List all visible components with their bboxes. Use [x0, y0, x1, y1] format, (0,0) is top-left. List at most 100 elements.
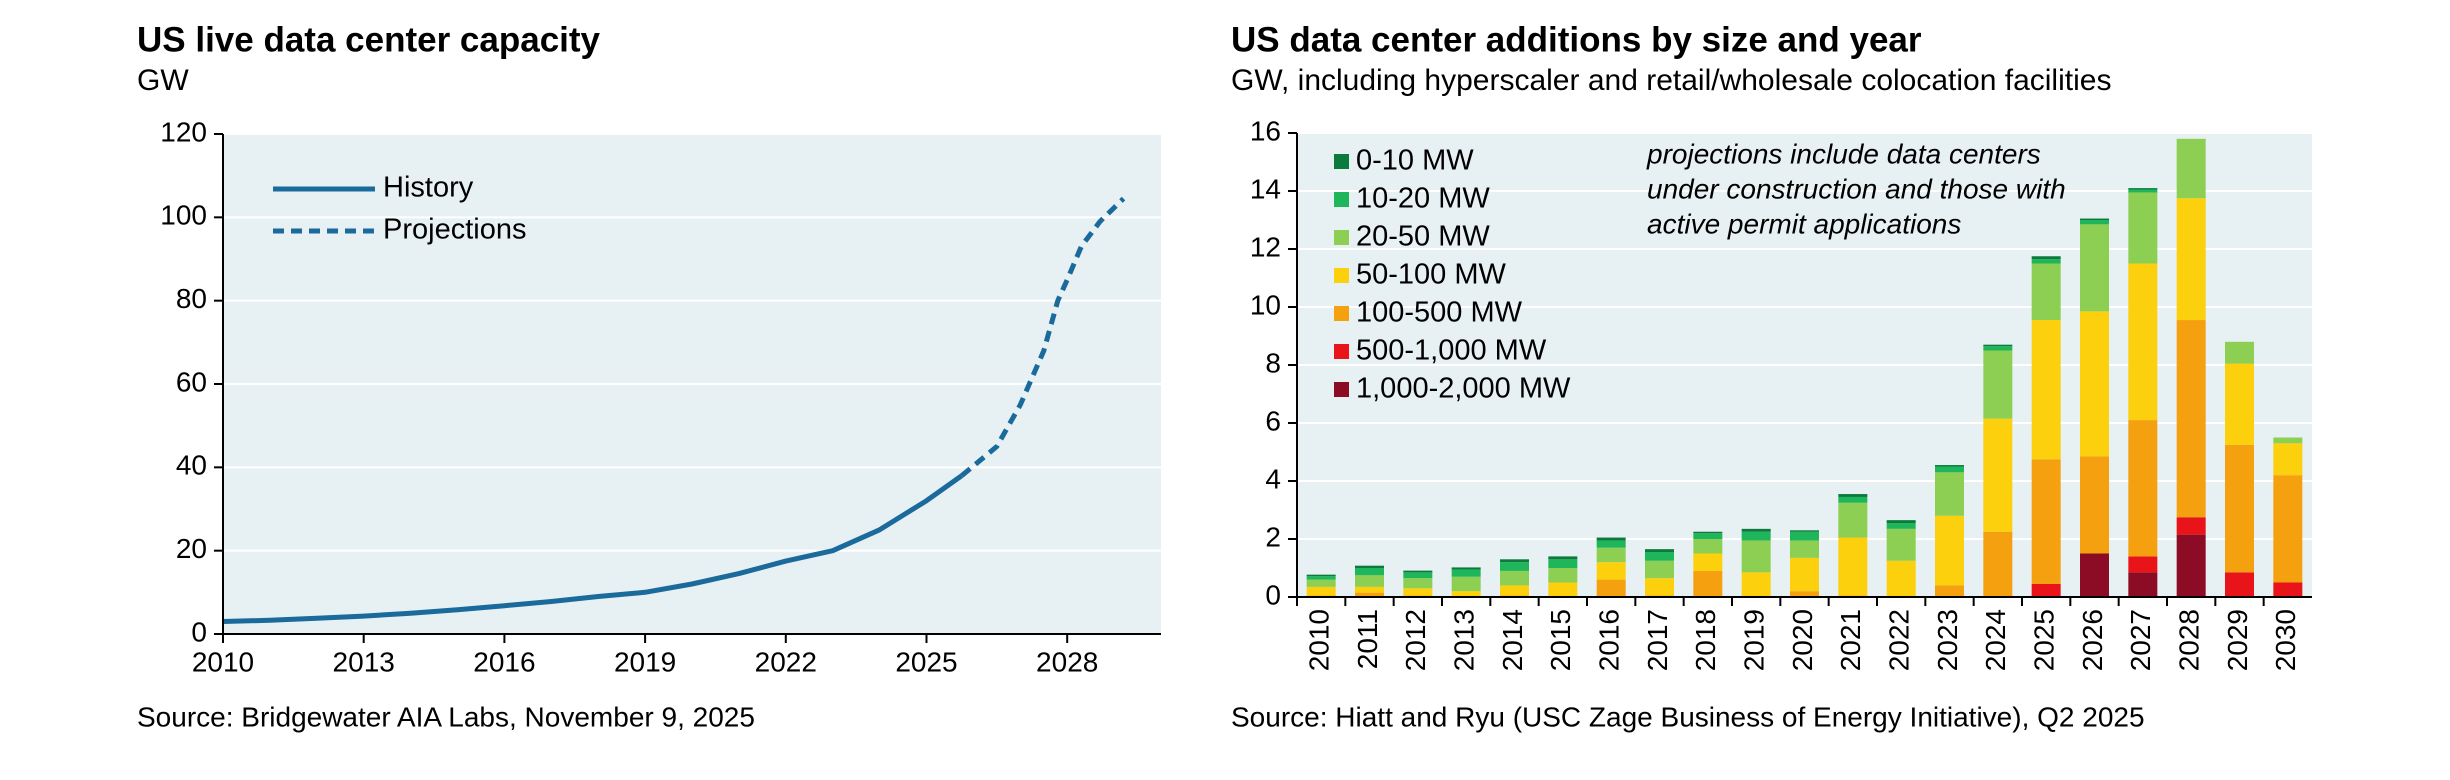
bar-segment	[1500, 559, 1529, 563]
bar-segment	[2031, 263, 2061, 321]
legend-swatch	[1334, 382, 1349, 397]
x-tick-label: 2012	[1400, 609, 1431, 671]
bar-segment	[1596, 579, 1626, 597]
x-tick-label: 2016	[473, 646, 535, 677]
bar-segment	[2273, 475, 2303, 583]
bar-segment	[2031, 459, 2061, 584]
bar-segment	[1886, 560, 1916, 597]
bar-segment	[1693, 553, 1723, 571]
bar-segment	[1983, 531, 2013, 597]
annotation: under construction and those with	[1647, 173, 2066, 204]
bar-segment	[2273, 443, 2303, 476]
bar-segment	[1306, 576, 1336, 580]
bar-segment	[1886, 520, 1916, 524]
x-tick-label: 2014	[1497, 609, 1528, 671]
line-series	[222, 473, 964, 624]
bar-segment	[2176, 138, 2206, 199]
bar-segment	[2225, 341, 2254, 364]
y-tick-label: 40	[176, 450, 207, 481]
legend-swatch	[1334, 230, 1349, 245]
x-tick-label: 2025	[2029, 609, 2060, 671]
x-tick-label: 2010	[1304, 609, 1335, 671]
x-tick-label: 2020	[1787, 609, 1818, 671]
bar-segment	[1693, 533, 1723, 539]
bar-segment	[1403, 570, 1433, 573]
chart-title: US live data center capacity	[137, 20, 601, 59]
bar-segment	[1500, 570, 1529, 586]
bar-segment	[2031, 320, 2061, 460]
x-tick-label: 2011	[1352, 609, 1383, 669]
x-tick-label: 2028	[2174, 609, 2205, 671]
bar-segment	[2080, 311, 2109, 457]
bar-segment	[1500, 562, 1529, 571]
bar-segment	[1935, 465, 1964, 467]
bar-segment	[2273, 582, 2303, 597]
legend-label: 1,000-2,000 MW	[1356, 373, 1571, 405]
bar-segment	[1693, 531, 1723, 534]
legend-label: 100-500 MW	[1356, 297, 1523, 329]
bar-segment	[2225, 363, 2254, 445]
legend-swatch	[1334, 192, 1349, 207]
bar-segment	[1741, 540, 1771, 573]
y-tick-label: 0	[191, 616, 207, 647]
y-tick-label: 10	[1250, 289, 1281, 320]
bar-segment	[2225, 444, 2254, 573]
bar-segment	[1645, 560, 1674, 579]
bar-segment	[1886, 523, 1916, 529]
bar-segment	[1306, 586, 1336, 596]
x-tick-label: 2022	[1884, 609, 1915, 671]
x-tick-label: 2023	[1932, 609, 1963, 671]
x-tick-label: 2028	[1036, 646, 1098, 677]
bar-segment	[2128, 556, 2158, 573]
bar-segment	[2031, 259, 2061, 264]
y-tick-label: 80	[176, 283, 207, 314]
chart-subtitle: GW, including hyperscaler and retail/who…	[1231, 64, 2111, 97]
legend-label: Projections	[383, 214, 526, 246]
bar-segment	[1451, 569, 1481, 577]
y-tick-label: 12	[1250, 231, 1281, 262]
x-tick-label: 2029	[2222, 609, 2253, 671]
legend-swatch	[1334, 154, 1349, 169]
bar-segment	[2176, 517, 2206, 535]
legend-label: 500-1,000 MW	[1356, 335, 1547, 367]
bar-segment	[1548, 559, 1578, 568]
bar-segment	[2128, 188, 2158, 190]
legend-label: History	[383, 172, 474, 204]
x-tick-label: 2022	[755, 646, 817, 677]
bar-segment	[1935, 472, 1964, 516]
y-tick-label: 0	[1265, 579, 1281, 610]
bar-segment	[1451, 591, 1481, 597]
bar-segment	[1645, 549, 1674, 553]
x-tick-label: 2013	[1449, 609, 1480, 671]
bar-segment	[2080, 220, 2109, 225]
y-tick-label: 4	[1265, 463, 1281, 494]
bar-segment	[2128, 420, 2158, 557]
bar-segment	[1500, 585, 1529, 596]
legend-label: 0-10 MW	[1356, 145, 1474, 177]
x-tick-label: 2027	[2125, 609, 2156, 671]
bar-segment	[1790, 531, 1819, 541]
y-tick-label: 20	[176, 533, 207, 564]
bar-segment	[1596, 540, 1626, 548]
x-tick-label: 2013	[333, 646, 395, 677]
bar-segment	[2128, 263, 2158, 421]
bar-segment	[1693, 539, 1723, 554]
bar-segment	[1790, 530, 1819, 532]
bar-segment	[1838, 494, 1868, 497]
x-tick-label: 2015	[1545, 609, 1576, 671]
bar-segment	[1838, 496, 1868, 503]
chart-title: US data center additions by size and yea…	[1231, 20, 1922, 59]
source-note: Source: Bridgewater AIA Labs, November 9…	[137, 701, 755, 732]
bar-segment	[2128, 192, 2158, 264]
bar-segment	[1403, 572, 1433, 579]
x-tick-label: 2024	[1980, 609, 2011, 671]
y-tick-label: 8	[1265, 347, 1281, 378]
bar-segment	[1355, 568, 1384, 576]
bar-segment	[2031, 256, 2061, 260]
bar-segment	[1548, 568, 1578, 583]
y-tick-label: 120	[160, 116, 207, 147]
y-tick-label: 14	[1250, 173, 1281, 204]
bar-segment	[1741, 531, 1771, 541]
bar-segment	[2080, 218, 2109, 220]
